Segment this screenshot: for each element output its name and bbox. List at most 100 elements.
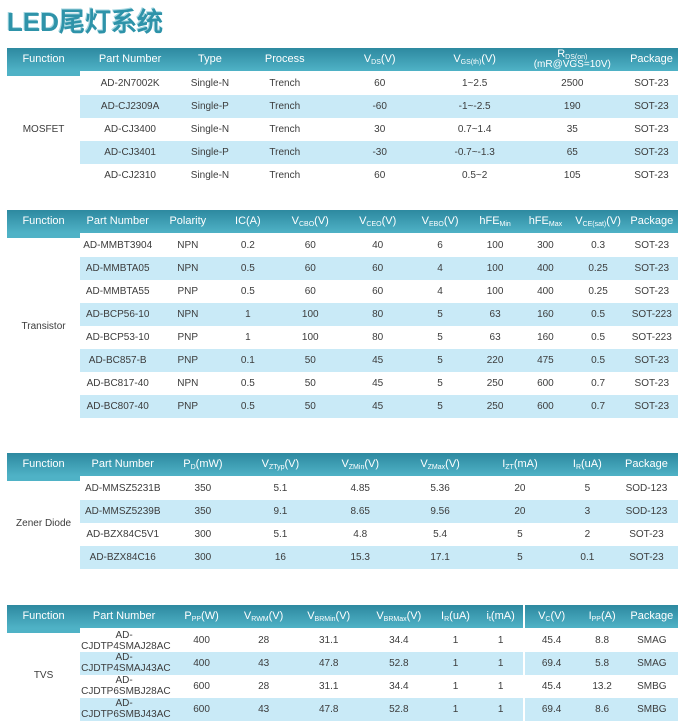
function-cell: Transistor [7, 233, 81, 418]
column-header: VBRMax(V) [365, 604, 433, 630]
value-cell: 400 [520, 279, 571, 303]
value-cell: PNP [155, 394, 221, 418]
value-cell: NPN [155, 302, 221, 326]
table-row: AD-BCP56-10 NPN 1 100 80 5 63 160 0.5 SOT-223 [7, 302, 678, 326]
value-cell: 0.5 [220, 279, 276, 303]
value-cell: 0.25 [570, 279, 626, 303]
column-header: IPP(A) [578, 604, 626, 630]
column-header: VCBO(V) [275, 209, 346, 235]
column-header: it(mA) [478, 604, 524, 630]
value-cell: Single-P [180, 140, 240, 164]
table-row: TVS AD-CJDTP4SMAJ28AC 400 28 31.1 34.4 1 1 45.4 8… [7, 628, 678, 721]
value-cell: 17.1 [400, 545, 480, 569]
value-cell: 0.2 [220, 233, 276, 257]
column-header: Package [625, 209, 678, 235]
value-cell: 0.5 [220, 371, 276, 395]
column-header: IC(A) [220, 209, 276, 235]
function-cell: TVS [7, 628, 81, 721]
value-cell: 8.8 [578, 628, 626, 652]
value-cell: 45 [345, 371, 411, 395]
value-cell: 47.8 [292, 651, 366, 675]
value-cell: 5 [410, 302, 470, 326]
transistor-table: Function Part Number Polarity IC(A) VCBO(V) V… [7, 209, 678, 418]
part-number-cell: AD-BZX84C16 [80, 545, 166, 569]
value-cell: 0.5 [570, 302, 626, 326]
value-cell: 43 [235, 697, 293, 721]
column-header: IR(uA) [559, 452, 615, 478]
value-cell: 400 [168, 628, 236, 652]
value-cell: 69.4 [522, 651, 579, 675]
tvs-table-grid: Function Part Number PPP(W) VRWM(V) VBRMin(V… [7, 604, 678, 721]
value-cell: SMAG [625, 628, 678, 652]
value-cell: 100 [275, 325, 346, 349]
value-cell: SOT-23 [625, 371, 678, 395]
table-row: AD-BC807-40 PNP 0.5 50 45 5 250 600 0.7 SOT-23 [7, 394, 678, 418]
value-cell: SOT-223 [625, 302, 678, 326]
transistor-table-grid: Function Part Number Polarity IC(A) VCBO(V) V… [7, 209, 678, 418]
table-row: AD-CJ2310 Single-N Trench 60 0.5~2 105 SOT-23 [7, 163, 678, 187]
part-number-cell: AD-MMSZ5231B [80, 476, 166, 500]
column-header: VC(V) [522, 604, 579, 630]
value-cell: 190 [519, 94, 625, 118]
value-cell: 1 [220, 325, 276, 349]
value-cell: 80 [345, 325, 411, 349]
value-cell: Trench [239, 117, 330, 141]
value-cell: 5 [480, 545, 560, 569]
header-row: Function Part Number Type Process VDS(V) VGS(… [7, 47, 678, 76]
value-cell: 65 [519, 140, 625, 164]
value-cell: 5.1 [240, 522, 321, 546]
value-cell: 15.3 [320, 545, 401, 569]
value-cell: 160 [520, 302, 571, 326]
value-cell: 5.36 [400, 476, 480, 500]
table-row: AD-MMBTA05 NPN 0.5 60 60 4 100 400 0.25 SOT-23 [7, 256, 678, 280]
value-cell: 31.1 [292, 674, 366, 698]
table-row: AD-CJDTP4SMAJ43AC 400 43 47.8 52.8 1 1 69.4 5.8 S… [7, 651, 678, 675]
value-cell: 5 [559, 476, 615, 500]
header-row: Function Part Number Polarity IC(A) VCBO(V) V… [7, 209, 678, 238]
value-cell: 45 [345, 348, 411, 372]
value-cell: Single-P [180, 94, 240, 118]
value-cell: -60 [329, 94, 430, 118]
value-cell: 1 [432, 628, 479, 652]
value-cell: 300 [165, 545, 241, 569]
column-header: hFEMin [469, 209, 521, 235]
value-cell: 350 [165, 499, 241, 523]
column-header: hFEMax [520, 209, 571, 235]
value-cell: 2 [559, 522, 615, 546]
value-cell: Trench [239, 71, 330, 95]
value-cell: 63 [469, 325, 521, 349]
value-cell: 600 [168, 697, 236, 721]
value-cell: 31.1 [292, 628, 366, 652]
value-cell: 47.8 [292, 697, 366, 721]
zener-diode-table-grid: Function Part Number PD(mW) VZTyp(V) VZMin(V… [7, 452, 678, 569]
value-cell: 16 [240, 545, 321, 569]
value-cell: 100 [469, 256, 521, 280]
value-cell: SMBG [625, 674, 678, 698]
value-cell: 0.7 [570, 371, 626, 395]
column-header-function: Function [7, 604, 81, 633]
column-header: IR(uA) [432, 604, 479, 630]
value-cell: 1 [432, 697, 479, 721]
column-header: VDS(V) [329, 47, 430, 73]
value-cell: SOT-23 [625, 348, 678, 372]
value-cell: 5 [410, 371, 470, 395]
column-header-function: Function [7, 452, 81, 481]
function-cell: Zener Diode [7, 476, 81, 569]
value-cell: 80 [345, 302, 411, 326]
value-cell: SMAG [625, 651, 678, 675]
value-cell: 5 [410, 394, 470, 418]
value-cell: 60 [329, 71, 430, 95]
table-row: AD-BC857-B PNP 0.1 50 45 5 220 475 0.5 SOT-23 [7, 348, 678, 372]
header-row: Function Part Number PD(mW) VZTyp(V) VZMin(V… [7, 452, 678, 481]
value-cell: 60 [329, 163, 430, 187]
value-cell: 160 [520, 325, 571, 349]
value-cell: 250 [469, 371, 521, 395]
table-row: AD-CJ3401 Single-P Trench -30 -0.7~-1.3 65 SOT… [7, 140, 678, 164]
table-row: AD-BCP53-10 PNP 1 100 80 5 63 160 0.5 SOT-223 [7, 325, 678, 349]
value-cell: SOT-23 [614, 522, 678, 546]
mosfet-table-grid: Function Part Number Type Process VDS(V) VGS(… [7, 47, 678, 187]
value-cell: 45 [345, 394, 411, 418]
value-cell: 0.7~1.4 [429, 117, 520, 141]
value-cell: SOT-223 [625, 325, 678, 349]
column-header: Part Number [80, 209, 156, 235]
